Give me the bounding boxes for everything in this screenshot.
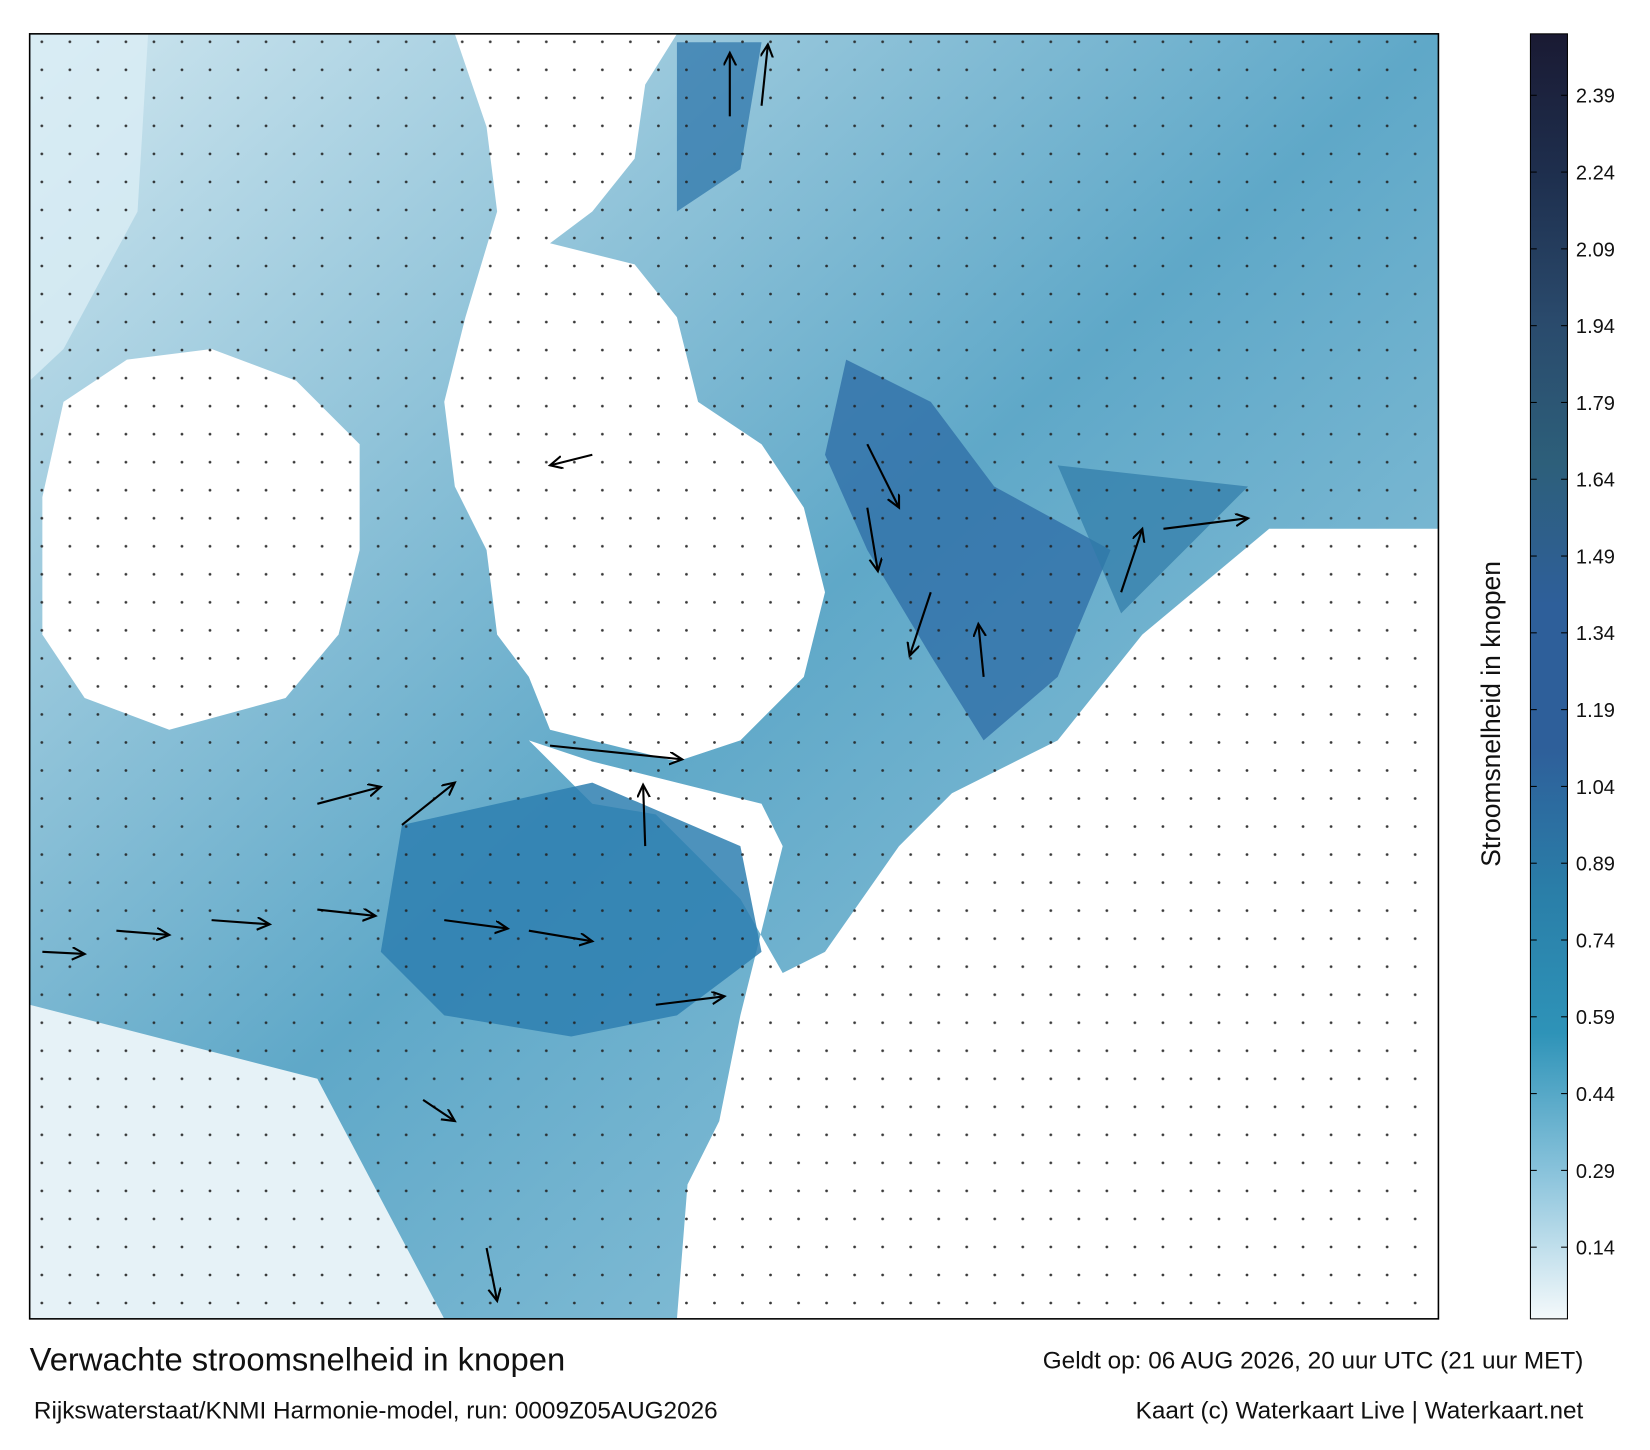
colorbar-label: Stroomsnelheid in knopen — [1476, 561, 1506, 867]
colorbar-tick-label: 1.94 — [1576, 316, 1615, 338]
colorbar-scale — [1529, 33, 1568, 1320]
colorbar: 0.14 0.29 0.44 0.59 0.74 0.89 1.04 1.19 1.34 1.49… — [1529, 33, 1615, 1320]
colorbar-tick-label: 0.44 — [1576, 1084, 1615, 1106]
colorbar-tick-label: 2.39 — [1576, 86, 1615, 108]
colorbar-tick-label: 0.89 — [1576, 854, 1615, 876]
colorbar-tick-label: 0.74 — [1576, 930, 1615, 952]
valid-time: Geldt op: 06 AUG 2026, 20 uur UTC (21 uu… — [1043, 1348, 1584, 1375]
colorbar-tick-label: 1.34 — [1576, 623, 1615, 645]
colorbar-tick-label: 1.04 — [1576, 777, 1615, 799]
colorbar-tick-label: 1.49 — [1576, 546, 1615, 568]
colorbar-tick-label: 1.79 — [1576, 393, 1615, 415]
subtitle: Rijkswaterstaat/KNMI Harmonie-model, run… — [34, 1397, 718, 1424]
colorbar-tick-label: 2.09 — [1576, 239, 1615, 261]
title: Verwachte stroomsnelheid in knopen — [30, 1341, 566, 1378]
credit: Kaart (c) Waterkaart Live | Waterkaart.n… — [1136, 1397, 1584, 1424]
colorbar-tick-label: 1.64 — [1576, 470, 1615, 492]
colorbar-tick-label: 0.59 — [1576, 1007, 1615, 1029]
colorbar-tick-label: 0.14 — [1576, 1238, 1615, 1260]
colorbar-tick-label: 0.29 — [1576, 1161, 1615, 1183]
colorbar-tick-label: 1.19 — [1576, 700, 1615, 722]
colorbar-tick-label: 2.24 — [1576, 162, 1615, 184]
map — [28, 33, 1440, 1320]
